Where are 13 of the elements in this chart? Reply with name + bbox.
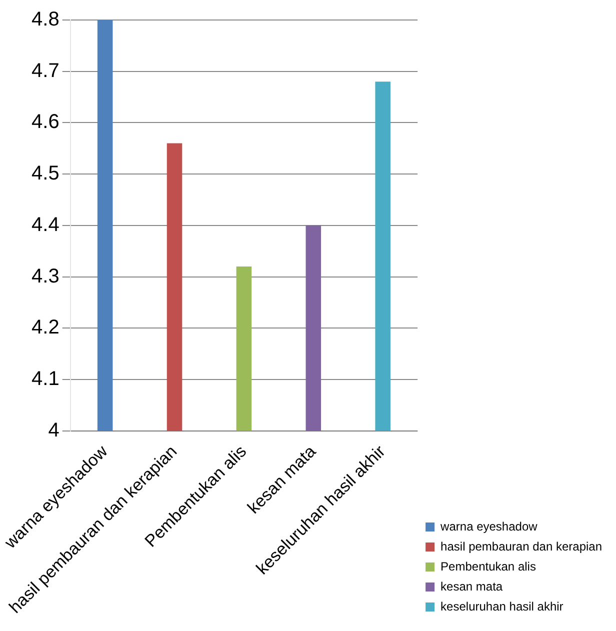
legend-label: keseluruhan hasil akhir <box>440 599 564 614</box>
legend-label: kesan mata <box>440 579 503 594</box>
legend-label: Pembentukan alis <box>440 559 536 574</box>
y-tick-label: 4 <box>48 419 60 442</box>
y-tick-label: 4.3 <box>32 265 60 288</box>
y-tick-label: 4.2 <box>32 316 60 339</box>
y-tick-label: 4.6 <box>32 111 60 134</box>
y-tick-label: 4.5 <box>32 162 60 185</box>
y-tick-label: 4.1 <box>32 368 60 390</box>
y-tick-label: 4.7 <box>32 60 60 82</box>
y-tick-label: 4.4 <box>32 214 60 236</box>
y-tick-label: 4.8 <box>32 8 60 31</box>
legend-label: warna eyeshadow <box>440 519 538 534</box>
